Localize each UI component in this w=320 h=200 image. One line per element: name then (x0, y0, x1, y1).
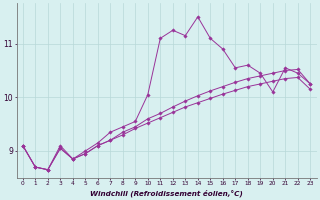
X-axis label: Windchill (Refroidissement éolien,°C): Windchill (Refroidissement éolien,°C) (90, 189, 243, 197)
